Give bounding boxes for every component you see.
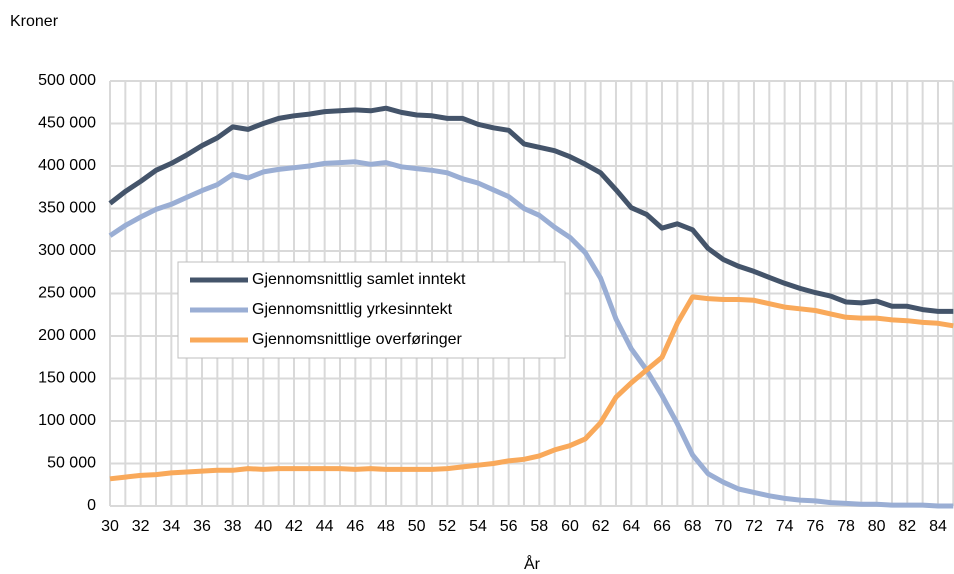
y-tick-label: 450 000 xyxy=(38,115,96,132)
x-tick-label: 58 xyxy=(530,518,548,535)
x-tick-label: 84 xyxy=(929,518,947,535)
x-tick-label: 38 xyxy=(224,518,242,535)
x-tick-label: 52 xyxy=(438,518,456,535)
x-tick-label: 40 xyxy=(254,518,272,535)
x-tick-label: 72 xyxy=(745,518,763,535)
y-tick-label: 0 xyxy=(87,497,96,514)
y-tick-label: 250 000 xyxy=(38,285,96,302)
y-tick-label: 50 000 xyxy=(47,455,96,472)
y-tick-label: 500 000 xyxy=(38,72,96,89)
x-tick-label: 66 xyxy=(653,518,671,535)
x-axis-label: År xyxy=(524,554,541,573)
data-line xyxy=(109,294,954,482)
legend-label: Gjennomsnittlige overføringer xyxy=(252,331,463,348)
y-axis-label: Kroner xyxy=(10,13,59,30)
y-tick-label: 150 000 xyxy=(38,370,96,387)
legend-label: Gjennomsnittlig samlet inntekt xyxy=(252,271,466,288)
data-line xyxy=(108,105,954,314)
x-tick-label: 70 xyxy=(714,518,732,535)
x-tick-label: 46 xyxy=(346,518,364,535)
legend: Gjennomsnittlig samlet inntekt Gjennomsni… xyxy=(177,261,566,359)
x-tick-label: 62 xyxy=(592,518,610,535)
y-tick-label: 400 000 xyxy=(38,157,96,174)
legend-label: Gjennomsnittlig yrkesinntekt xyxy=(252,301,453,318)
x-tick-label: 74 xyxy=(776,518,794,535)
x-tick-label: 60 xyxy=(561,518,579,535)
x-tick-label: 30 xyxy=(101,518,119,535)
y-tick-label: 300 000 xyxy=(38,242,96,259)
x-tick-label: 54 xyxy=(469,518,487,535)
x-tick-label: 78 xyxy=(837,518,855,535)
x-tick-label: 34 xyxy=(162,518,180,535)
x-tick-label: 80 xyxy=(868,518,886,535)
x-tick-label: 50 xyxy=(408,518,426,535)
data-line xyxy=(108,159,954,509)
x-tick-label: 42 xyxy=(285,518,303,535)
x-tick-label: 44 xyxy=(316,518,334,535)
x-tick-label: 48 xyxy=(377,518,395,535)
y-tick-label: 200 000 xyxy=(38,327,96,344)
y-tick-label: 100 000 xyxy=(38,412,96,429)
x-tick-label: 68 xyxy=(684,518,702,535)
x-tick-label: 36 xyxy=(193,518,211,535)
y-tick-label: 350 000 xyxy=(38,200,96,217)
x-tick-label: 64 xyxy=(622,518,640,535)
x-tick-label: 56 xyxy=(500,518,518,535)
x-tick-label: 76 xyxy=(806,518,824,535)
x-tick-label: 82 xyxy=(898,518,916,535)
x-tick-label: 32 xyxy=(132,518,150,535)
